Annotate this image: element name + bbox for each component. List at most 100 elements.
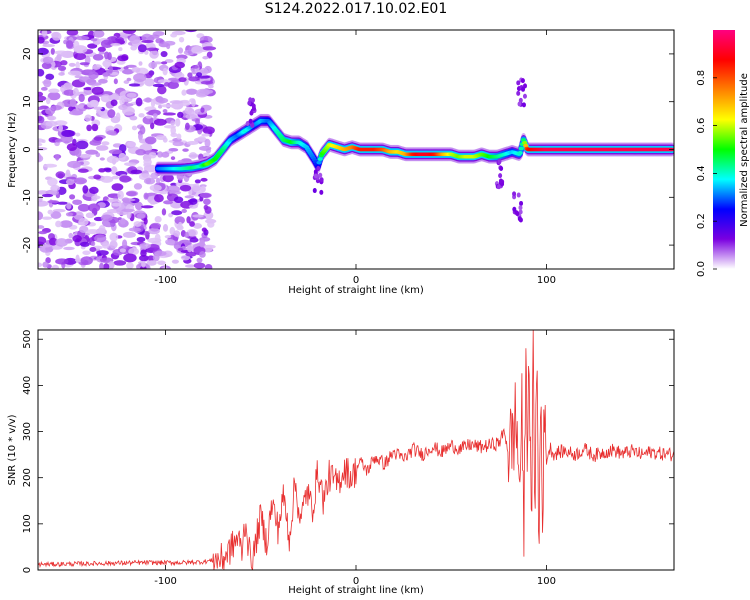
noise-blob (185, 88, 198, 95)
noise-blob (101, 141, 110, 146)
noise-blob (117, 55, 129, 62)
colorbar: 0.0 0.2 0.4 0.6 0.8 Normalized spectral ampl… (696, 30, 750, 277)
noise-blob (65, 176, 77, 180)
noise-blob (130, 45, 138, 51)
figure-title: S124.2022.017.10.02.E01 (264, 1, 448, 17)
noise-blob (189, 198, 198, 205)
noise-blob (86, 229, 100, 235)
noise-blob (42, 43, 55, 48)
noise-blob (134, 201, 143, 211)
colorbar-tick-label: 0.8 (696, 70, 707, 86)
noise-blob (140, 266, 147, 269)
noise-blob (139, 242, 151, 249)
noise-blob (164, 234, 172, 239)
noise-blob (57, 65, 67, 71)
noise-blob (100, 175, 114, 183)
noise-blob (106, 130, 117, 136)
noise-blob (204, 138, 211, 148)
ridge-fringe (496, 184, 501, 190)
noise-blob (136, 236, 146, 243)
noise-blob (202, 46, 217, 51)
noise-blob (191, 46, 204, 54)
noise-blob (194, 179, 201, 184)
noise-blob (157, 260, 166, 266)
noise-blob (47, 209, 54, 215)
noise-blob (184, 195, 195, 199)
noise-blob (208, 84, 214, 89)
noise-blob (144, 50, 149, 55)
noise-blob (149, 184, 162, 192)
noise-blob (65, 178, 75, 186)
ridge-fringe (519, 200, 524, 206)
noise-blob (94, 234, 107, 243)
noise-blob (152, 113, 158, 118)
noise-blob (191, 185, 201, 192)
noise-blob (110, 166, 118, 175)
noise-blob (41, 62, 52, 70)
noise-blob (118, 104, 128, 111)
noise-blob (166, 185, 181, 193)
noise-blob (45, 97, 51, 105)
noise-blob (87, 30, 95, 39)
noise-blob (198, 145, 212, 151)
noise-blob (129, 115, 138, 121)
noise-blob (98, 78, 108, 84)
noise-blob (150, 222, 162, 229)
noise-blob (138, 113, 145, 118)
noise-blob (120, 218, 126, 225)
noise-blob (38, 95, 47, 102)
noise-blob (38, 236, 47, 245)
ridge-fringe (517, 101, 522, 107)
noise-blob (116, 96, 123, 101)
noise-blob (177, 247, 184, 252)
colorbar-label: Normalized spectral amplitude (739, 73, 750, 227)
noise-blob (56, 201, 68, 205)
noise-blob (67, 70, 82, 76)
noise-blob (186, 141, 199, 145)
noise-blob (88, 71, 99, 80)
noise-blob (128, 83, 141, 87)
noise-blob (65, 212, 74, 217)
noise-blob (196, 257, 203, 263)
noise-blob (123, 253, 137, 263)
noise-blob (102, 59, 112, 68)
noise-blob (75, 61, 80, 70)
noise-blob (38, 111, 42, 117)
noise-blob (157, 85, 167, 95)
noise-blob (109, 208, 117, 213)
noise-blob (133, 221, 142, 227)
noise-blob (47, 200, 60, 204)
snr-x-tick-label: 100 (537, 576, 556, 587)
noise-blob (38, 36, 45, 44)
noise-blob (54, 138, 63, 143)
noise-blob (89, 139, 102, 146)
noise-blob (170, 103, 180, 109)
noise-blob (160, 50, 168, 58)
noise-blob (119, 175, 132, 183)
ridge-fringe (522, 93, 527, 99)
noise-blob (178, 36, 185, 43)
noise-blob (106, 155, 120, 164)
noise-blob (75, 254, 80, 263)
noise-blob (48, 88, 60, 94)
noise-blob (100, 94, 112, 103)
noise-blob (83, 87, 94, 91)
noise-blob (59, 220, 73, 228)
colorbar-tick-label: 0.0 (696, 261, 707, 277)
noise-blob (60, 85, 66, 93)
noise-blob (41, 30, 48, 37)
noise-blob (78, 76, 92, 83)
noise-blob (80, 256, 93, 266)
noise-blob (96, 145, 109, 151)
spectrogram-x-ticks: -100 0 100 (154, 30, 556, 286)
noise-blob (67, 160, 82, 169)
noise-blob (113, 260, 127, 266)
noise-blob (168, 147, 179, 152)
noise-blob (149, 49, 159, 59)
noise-blob (144, 136, 157, 145)
noise-blob (163, 82, 170, 87)
noise-blob (153, 118, 167, 126)
noise-blob (131, 67, 141, 73)
noise-blob (98, 168, 106, 173)
snr-x-tick-label: 0 (353, 576, 359, 587)
